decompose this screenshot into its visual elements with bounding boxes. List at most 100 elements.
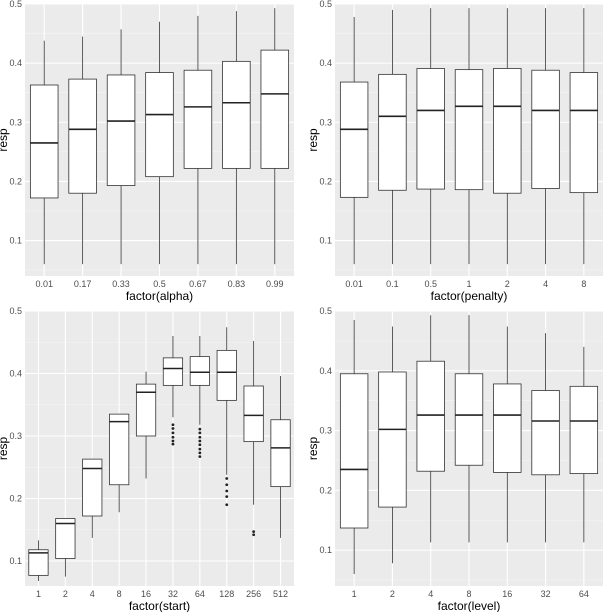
y-axis-title: resp (0, 128, 10, 152)
box-iqr (109, 413, 130, 486)
box-iqr (569, 72, 599, 194)
box-iqr (162, 357, 184, 386)
outlier-point (252, 533, 256, 537)
outlier-point (198, 443, 202, 447)
outlier-point (252, 530, 256, 534)
box-8 (109, 413, 130, 513)
box-8 (569, 8, 599, 265)
box-iqr (29, 84, 59, 199)
x-tick-label: 8 (581, 279, 586, 289)
x-tick-label: 16 (141, 589, 151, 599)
y-tick-label: 0.2 (319, 176, 332, 186)
box-iqr (339, 373, 369, 529)
outlier-point (225, 477, 229, 480)
box-0.67 (183, 15, 213, 265)
x-tick-label: 128 (219, 589, 234, 599)
box-iqr (183, 69, 213, 169)
y-tick-label: 0.5 (9, 0, 22, 9)
box-iqr (106, 74, 136, 186)
box-0.83 (222, 11, 251, 265)
x-tick-label: 0.83 (228, 279, 246, 289)
x-tick-label: 4 (90, 589, 95, 599)
x-tick-label: 0.5 (153, 279, 166, 289)
y-tick-label: 0.5 (9, 306, 22, 316)
y-tick-label: 0.3 (9, 431, 22, 441)
box-256 (243, 341, 264, 537)
box-iqr (378, 371, 407, 508)
y-tick-label: 0.1 (9, 236, 22, 246)
y-tick-label: 0.3 (319, 426, 332, 436)
box-512 (270, 376, 291, 538)
outlier-point (171, 439, 175, 443)
y-tick-label: 0.4 (9, 369, 22, 379)
box-iqr (339, 81, 369, 198)
box-2 (55, 518, 76, 577)
x-tick-label: 64 (195, 589, 205, 599)
outlier-point (225, 503, 229, 507)
box-64 (569, 346, 599, 543)
outlier-point (171, 435, 175, 439)
box-16 (135, 371, 157, 479)
x-tick-label: 32 (541, 589, 551, 599)
box-0.01 (29, 40, 59, 265)
box-0.5 (145, 21, 174, 265)
box-0.5 (416, 8, 445, 265)
x-tick-label: 0.5 (424, 279, 437, 289)
outlier-point (171, 423, 175, 427)
box-4 (416, 315, 445, 543)
box-0.33 (106, 29, 136, 265)
outlier-point (198, 431, 202, 435)
y-tick-label: 0.4 (9, 58, 22, 68)
box-iqr (531, 69, 560, 189)
y-axis-title: resp (306, 128, 320, 152)
box-iqr (416, 68, 445, 190)
x-tick-label: 1 (466, 279, 471, 289)
box-iqr (82, 458, 103, 517)
chart-panel-1: 0.1 0.2 0.3 0.4 0.5 0.01 0.17 0.33 0.5 0.67 0.83 0.… (0, 0, 294, 303)
y-tick-label: 0.1 (9, 556, 22, 566)
chart-panel-4: 0.1 0.2 0.3 0.4 0.5 1 2 4 8 16 32 64 factor(level) re… (306, 306, 603, 612)
y-tick-label: 0.2 (9, 494, 22, 504)
x-axis-title: factor(start) (129, 599, 190, 612)
box-iqr (493, 68, 522, 194)
x-tick-label: 0.99 (266, 279, 284, 289)
outlier-point (198, 455, 202, 459)
box-16 (493, 326, 522, 543)
y-tick-label: 0.2 (9, 176, 22, 186)
outlier-point (225, 489, 229, 493)
chart-panel-2: 0.1 0.2 0.3 0.4 0.5 0.01 0.1 0.5 1 2 4 8 factor(pena… (306, 0, 603, 303)
box-8 (454, 315, 484, 543)
box-iqr (569, 385, 599, 475)
box-128 (216, 327, 237, 507)
y-tick-label: 0.2 (319, 485, 332, 495)
y-tick-label: 0.3 (9, 117, 22, 127)
box-2 (378, 326, 407, 564)
box-iqr (454, 69, 484, 191)
x-tick-label: 0.01 (35, 279, 53, 289)
box-32 (531, 333, 560, 543)
x-tick-label: 32 (168, 589, 178, 599)
y-tick-label: 0.4 (319, 58, 332, 68)
box-1 (454, 8, 484, 265)
box-0.1 (378, 9, 407, 265)
box-4 (531, 8, 560, 265)
outlier-point (198, 427, 202, 431)
box-iqr (260, 49, 290, 169)
outlier-point (198, 439, 202, 443)
outlier-point (171, 427, 175, 430)
x-tick-label: 0.17 (74, 279, 92, 289)
chart-panel-3: 0.1 0.2 0.3 0.4 0.5 1 2 4 8 16 32 64 128 256 512 factor… (0, 306, 294, 612)
box-iqr (68, 78, 97, 194)
x-tick-label: 1 (352, 589, 357, 599)
x-tick-label: 16 (502, 589, 512, 599)
x-tick-label: 2 (63, 589, 68, 599)
x-tick-label: 4 (543, 279, 548, 289)
box-iqr (454, 373, 484, 466)
x-tick-label: 64 (579, 589, 589, 599)
box-2 (493, 8, 522, 265)
box-1 (28, 540, 49, 581)
box-iqr (531, 390, 560, 476)
x-tick-label: 0.33 (112, 279, 130, 289)
box-64 (189, 336, 210, 459)
